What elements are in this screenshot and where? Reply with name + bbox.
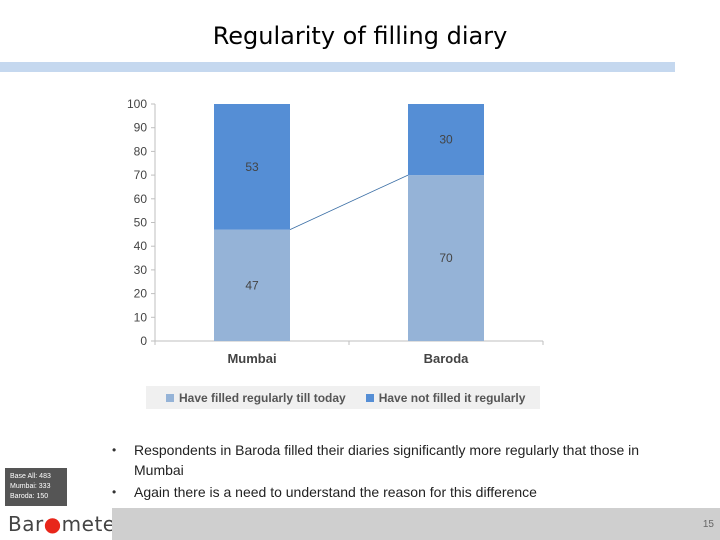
legend-item-not-filled: Have not filled it regularly — [365, 390, 526, 405]
bullet-dot-icon: • — [112, 443, 117, 457]
y-tick-label: 20 — [134, 287, 148, 301]
y-tick-label: 30 — [134, 263, 148, 277]
data-label: 30 — [439, 133, 453, 147]
footer-bar: 15 — [112, 508, 720, 540]
page-number: 15 — [702, 519, 714, 530]
legend-item-filled: Have filled regularly till today — [166, 391, 346, 405]
series-line — [289, 174, 409, 230]
x-category-label: Baroda — [424, 351, 470, 366]
bullet-text: Again there is a need to understand the … — [134, 484, 537, 500]
chart-legend: Have filled regularly till today Have no… — [146, 386, 540, 409]
title-underline — [0, 62, 675, 72]
legend-label-not-filled: Have not filled it regularly — [378, 390, 526, 405]
bullet-item: • Again there is a need to understand th… — [112, 482, 692, 502]
legend-swatch-not-filled — [365, 393, 374, 402]
y-tick-label: 0 — [140, 334, 147, 348]
y-tick-label: 60 — [134, 192, 148, 206]
y-tick-label: 50 — [134, 216, 148, 230]
y-tick-label: 70 — [134, 168, 148, 182]
base-baroda-text: Baroda: 150 — [10, 493, 49, 500]
data-label: 70 — [439, 251, 453, 265]
barometer-logo: Bar●meter — [8, 512, 124, 536]
stacked-bar-chart: 0 10 20 30 40 50 60 70 80 90 100 47 53 Mumbai 70 30 Baro… — [127, 97, 544, 366]
y-tick-label: 10 — [134, 310, 148, 324]
bullet-list: • Respondents in Baroda filled their dia… — [112, 440, 692, 504]
logo-dot-icon: ● — [43, 512, 62, 536]
base-size-box: Base All: 483 Mumbai: 333 Baroda: 150 — [5, 468, 67, 506]
bullet-dot-icon: • — [112, 485, 117, 499]
bar-segment — [214, 104, 290, 230]
page-title: Regularity of filling diary — [212, 22, 508, 50]
logo-text-start: Bar — [8, 512, 44, 536]
y-tick-label: 40 — [134, 239, 148, 253]
legend-swatch-filled — [166, 393, 174, 402]
base-mumbai-text: Mumbai: 333 — [10, 483, 51, 490]
bullet-text: Respondents in Baroda filled their diari… — [134, 442, 640, 478]
y-tick-label: 80 — [134, 144, 148, 158]
bar-segment — [408, 104, 484, 176]
x-category-label: Mumbai — [227, 351, 276, 366]
bar-segment — [408, 175, 484, 341]
y-tick-label: 90 — [134, 121, 148, 135]
base-all-text: Base All: 483 — [10, 473, 51, 480]
bullet-item: • Respondents in Baroda filled their dia… — [112, 440, 692, 480]
data-label: 47 — [245, 278, 259, 292]
bar-segment — [214, 229, 290, 341]
legend-label-filled: Have filled regularly till today — [179, 390, 346, 405]
data-label: 53 — [245, 160, 259, 174]
y-tick-label: 100 — [127, 97, 147, 111]
